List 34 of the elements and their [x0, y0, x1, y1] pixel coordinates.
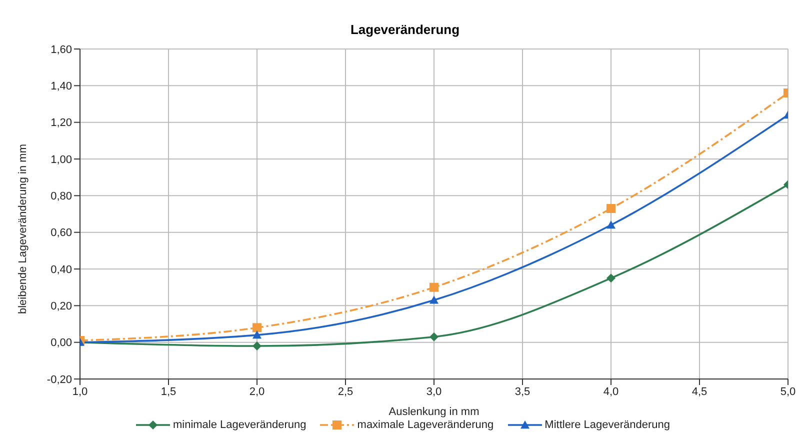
y-tick-label: 0,40 — [50, 264, 72, 276]
y-tick-label: 1,40 — [50, 80, 72, 93]
y-tick-label: 0,80 — [50, 190, 72, 203]
x-tick-label: 2,0 — [249, 386, 265, 398]
x-tick-label: 4,5 — [692, 386, 708, 398]
x-tick-label: 5,0 — [780, 386, 796, 398]
point — [606, 220, 616, 229]
point — [430, 332, 438, 342]
x-axis-title: Auslenkung in mm — [388, 406, 480, 418]
point — [606, 274, 616, 283]
x-tick-label: 3,5 — [514, 386, 530, 398]
point — [252, 330, 262, 339]
chart-title: Lageveränderung — [349, 22, 461, 37]
point — [430, 282, 438, 292]
y-tick-label: 1,00 — [50, 154, 72, 166]
legend-label: minimale Lageveränderung — [172, 419, 306, 431]
y-tick-label: 1,20 — [50, 117, 72, 130]
y-tick-label: 1,60 — [50, 44, 72, 56]
x-tick-label: 2,5 — [338, 386, 354, 398]
y-tick-label: 0,20 — [50, 300, 72, 313]
y-axis-title: bleibende Lageveränderung in mm — [16, 144, 29, 314]
x-tick-label: 1,5 — [160, 386, 176, 398]
y-tick-label: 0,60 — [50, 227, 72, 240]
legend-label: maximale Lageveränderung — [356, 419, 494, 431]
x-tick-label: 3,0 — [426, 386, 442, 398]
x-tick-label: 4,0 — [603, 386, 619, 398]
point — [252, 323, 262, 332]
x-tick-label: 1,0 — [72, 386, 88, 398]
y-tick-label: 0,00 — [50, 337, 72, 350]
point — [252, 342, 262, 350]
y-tick-label: -0,20 — [46, 374, 72, 386]
point — [606, 204, 616, 213]
point — [430, 296, 438, 304]
legend-label: Mittlere Lageveränderung — [544, 419, 670, 431]
